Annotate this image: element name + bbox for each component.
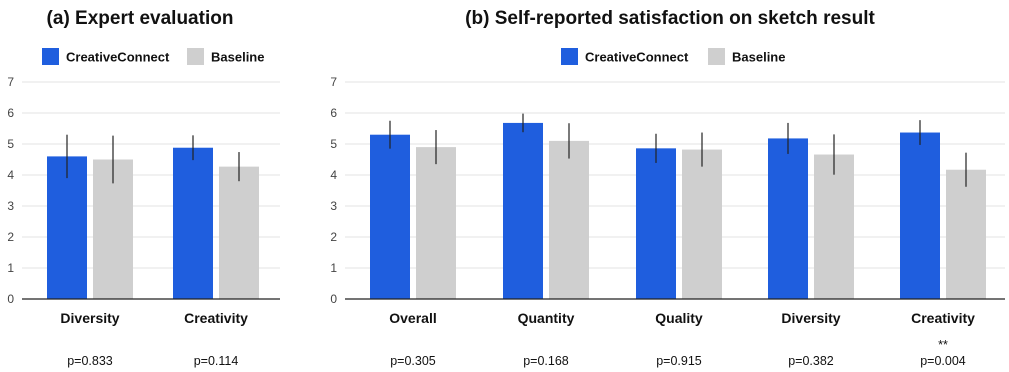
legend-swatch-0 xyxy=(42,48,59,65)
bar-diversity-1 xyxy=(814,154,854,299)
y-tick-label: 4 xyxy=(330,168,337,182)
panel-self-reported-satisfaction: (b) Self-reported satisfaction on sketch… xyxy=(330,8,1005,368)
y-tick-label: 5 xyxy=(330,137,337,151)
y-tick-label: 3 xyxy=(7,199,14,213)
legend-label-1: Baseline xyxy=(732,50,785,65)
bar-quantity-0 xyxy=(503,122,543,299)
bar-creativity-0 xyxy=(900,132,940,299)
bar-diversity-0 xyxy=(47,156,87,299)
legend-swatch-1 xyxy=(187,48,204,65)
y-tick-label: 6 xyxy=(7,106,14,120)
legend-swatch-0 xyxy=(561,48,578,65)
p-value: p=0.305 xyxy=(390,354,436,368)
p-value: p=0.915 xyxy=(656,354,702,368)
bar-overall-0 xyxy=(370,134,410,299)
y-tick-label: 5 xyxy=(7,137,14,151)
chart-title: (b) Self-reported satisfaction on sketch… xyxy=(465,8,875,29)
significance-marker: ** xyxy=(938,338,948,352)
legend-label-0: CreativeConnect xyxy=(66,50,170,65)
bar-creativity-1 xyxy=(219,166,259,299)
bar-quality-0 xyxy=(636,148,676,299)
p-value: p=0.168 xyxy=(523,354,569,368)
category-label: Overall xyxy=(389,310,436,326)
category-label: Quality xyxy=(655,310,703,326)
bar-creativity-1 xyxy=(946,169,986,299)
legend-swatch-1 xyxy=(708,48,725,65)
category-label: Diversity xyxy=(60,310,119,326)
y-tick-label: 2 xyxy=(7,230,14,244)
chart-title: (a) Expert evaluation xyxy=(47,8,234,29)
legend-label-1: Baseline xyxy=(211,50,264,65)
y-tick-label: 3 xyxy=(330,199,337,213)
p-value: p=0.833 xyxy=(67,354,113,368)
category-label: Creativity xyxy=(911,310,975,326)
panel-expert-evaluation: (a) Expert evaluation CreativeConnect Base… xyxy=(7,8,280,368)
p-value: p=0.114 xyxy=(194,354,239,368)
bar-quantity-1 xyxy=(549,140,589,299)
y-tick-label: 6 xyxy=(330,106,337,120)
bar-quality-1 xyxy=(682,149,722,299)
p-value: p=0.004 xyxy=(920,354,966,368)
y-tick-label: 7 xyxy=(7,75,14,89)
y-tick-label: 2 xyxy=(330,230,337,244)
category-label: Diversity xyxy=(781,310,840,326)
bar-overall-1 xyxy=(416,147,456,299)
y-tick-label: 4 xyxy=(7,168,14,182)
y-tick-label: 0 xyxy=(330,292,337,306)
bar-diversity-0 xyxy=(768,138,808,299)
bar-creativity-0 xyxy=(173,147,213,299)
legend-label-0: CreativeConnect xyxy=(585,50,689,65)
category-label: Creativity xyxy=(184,310,248,326)
y-tick-label: 0 xyxy=(7,292,14,306)
p-value: p=0.382 xyxy=(788,354,834,368)
y-tick-label: 1 xyxy=(330,261,337,275)
y-tick-label: 1 xyxy=(7,261,14,275)
category-label: Quantity xyxy=(518,310,575,326)
y-tick-label: 7 xyxy=(330,75,337,89)
